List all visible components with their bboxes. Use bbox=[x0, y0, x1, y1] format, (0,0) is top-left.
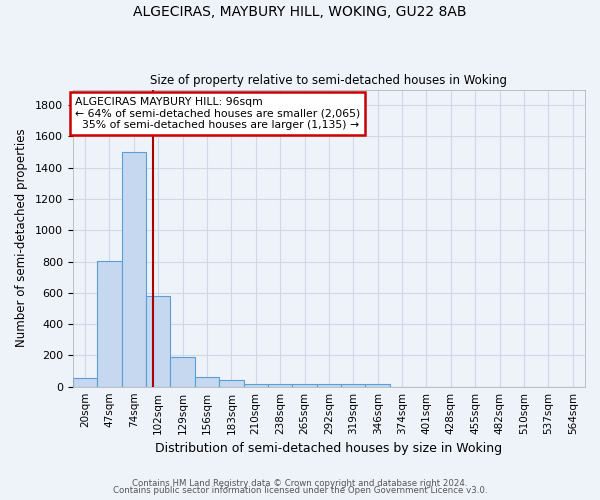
X-axis label: Distribution of semi-detached houses by size in Woking: Distribution of semi-detached houses by … bbox=[155, 442, 502, 455]
Bar bbox=[341, 384, 365, 386]
Bar bbox=[97, 261, 122, 386]
Bar bbox=[292, 384, 317, 386]
Text: ALGECIRAS MAYBURY HILL: 96sqm
← 64% of semi-detached houses are smaller (2,065)
: ALGECIRAS MAYBURY HILL: 96sqm ← 64% of s… bbox=[76, 97, 361, 130]
Bar bbox=[122, 152, 146, 386]
Text: Contains HM Land Registry data © Crown copyright and database right 2024.: Contains HM Land Registry data © Crown c… bbox=[132, 478, 468, 488]
Bar bbox=[268, 384, 292, 386]
Bar bbox=[146, 296, 170, 386]
Bar bbox=[195, 377, 219, 386]
Bar bbox=[244, 384, 268, 386]
Bar bbox=[170, 357, 195, 386]
Bar bbox=[73, 378, 97, 386]
Bar bbox=[365, 384, 390, 386]
Bar bbox=[317, 384, 341, 386]
Title: Size of property relative to semi-detached houses in Woking: Size of property relative to semi-detach… bbox=[151, 74, 508, 87]
Text: Contains public sector information licensed under the Open Government Licence v3: Contains public sector information licen… bbox=[113, 486, 487, 495]
Y-axis label: Number of semi-detached properties: Number of semi-detached properties bbox=[15, 129, 28, 348]
Text: ALGECIRAS, MAYBURY HILL, WOKING, GU22 8AB: ALGECIRAS, MAYBURY HILL, WOKING, GU22 8A… bbox=[133, 5, 467, 19]
Bar bbox=[219, 380, 244, 386]
